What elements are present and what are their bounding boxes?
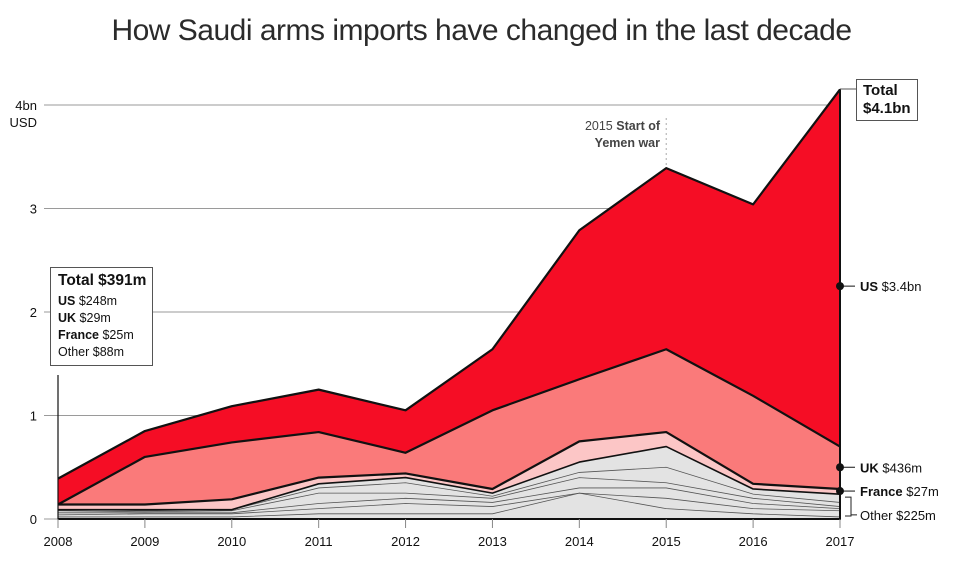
event-annotation-yemen-war: 2015 Start of Yemen war [560,118,660,152]
start-row-other: Other $88m [58,344,152,361]
start-row-france: France $25m [58,327,152,344]
row-value: $248m [78,294,118,308]
x-tick-label: 2016 [739,534,768,549]
boundary-other [58,445,841,511]
boundary-france [58,430,841,506]
end-label-country: UK [860,460,882,475]
area-uk [58,349,840,505]
row-value: $25m [102,328,134,342]
area-us [58,89,840,505]
end-total-box: Total $4.1bn [856,79,918,121]
other-country-line [57,477,841,513]
x-tick-label: 2015 [652,534,681,549]
end-total-line1: Total [863,82,898,99]
x-tick-label: 2010 [217,534,246,549]
end-label-value: $27m [906,484,939,499]
row-value: $29m [79,311,111,325]
area-other [58,446,840,519]
row-country: UK [58,311,77,325]
other-country-line [57,492,841,516]
x-tick-label: 2013 [478,534,507,549]
end-total-line2: $4.1bn [863,100,911,117]
other-bracket [845,496,857,517]
end-label-us: US $3.4bn [860,279,921,294]
row-country: France [58,328,99,342]
end-label-country: US [860,279,882,294]
x-tick-label: 2012 [391,534,420,549]
end-label-uk: UK $436m [860,460,922,475]
other-country-line [58,487,841,514]
other-country-line [58,492,841,518]
chart-title: How Saudi arms imports have changed in t… [111,14,852,47]
end-label-value: $436m [882,460,922,475]
start-row-uk: UK $29m [58,310,152,327]
end-label-country: France [860,484,906,499]
boundary-us [57,88,841,480]
x-tick-label: 2009 [130,534,159,549]
event-text-line2: Yemen war [594,136,660,150]
row-country: Other [58,345,90,359]
row-country: US [58,294,76,308]
event-text-line1: Start of [616,119,660,133]
start-total: Total $391m [58,272,147,289]
start-row-us: US $248m [58,293,152,310]
y-unit-label: USD [10,115,37,130]
x-tick-label: 2017 [826,534,855,549]
row-value: $88m [92,345,125,359]
y-tick-label: 2 [30,305,37,320]
y-tick-label: 3 [30,202,37,217]
end-label-france: France $27m [860,484,939,499]
x-tick-label: 2008 [44,534,73,549]
end-label-other: Other $225m [860,508,936,523]
end-label-value: Other $225m [860,508,936,523]
event-year: 2015 [584,119,613,133]
y-tick-label: 1 [30,409,37,424]
start-summary-box: Total $391m US $248m UK $29m France $25m… [50,267,153,366]
x-tick-label: 2011 [305,534,333,549]
end-label-value: $3.4bn [882,279,922,294]
y-tick-label: 4bn [15,98,37,113]
x-tick-label: 2014 [565,534,594,549]
boundary-uk [57,348,841,506]
y-tick-label: 0 [30,512,37,527]
